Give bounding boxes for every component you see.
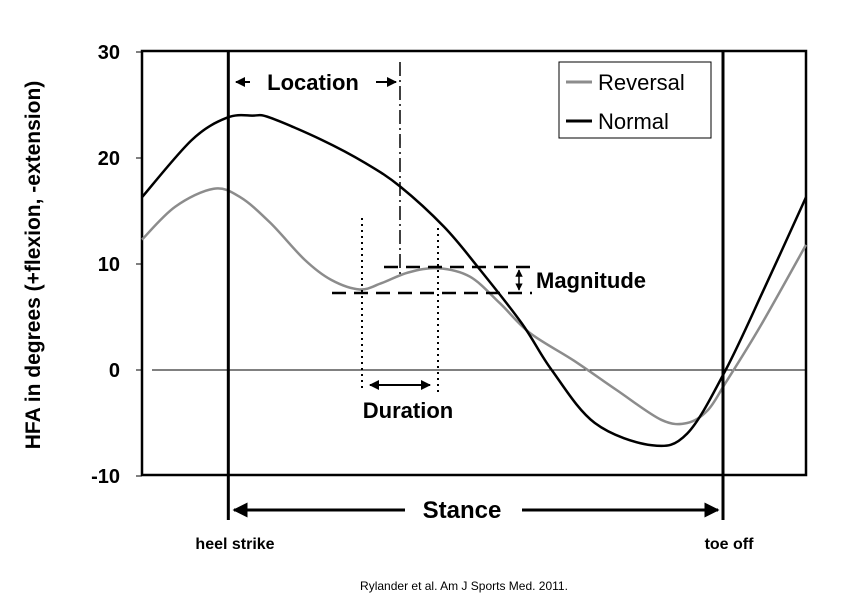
series-line-normal — [141, 113, 808, 448]
plot-area — [140, 49, 808, 477]
duration-label: Duration — [363, 398, 453, 423]
y-tick-label: 30 — [98, 42, 120, 64]
legend-reversal-label: Reversal — [598, 70, 685, 95]
location-label: Location — [267, 70, 359, 95]
y-tick-label: -10 — [91, 466, 120, 488]
legend: Reversal Normal — [558, 61, 712, 139]
y-tick-label: 0 — [109, 360, 120, 382]
citation: Rylander et al. Am J Sports Med. 2011. — [360, 579, 568, 593]
stance-label: Stance — [423, 497, 502, 524]
legend-normal-label: Normal — [598, 109, 669, 134]
series-line-reversal — [141, 187, 808, 426]
y-tick-label: 20 — [98, 148, 120, 170]
y-axis-label: HFA in degrees (+flexion, -extension) — [22, 81, 45, 450]
magnitude-label: Magnitude — [536, 268, 646, 293]
y-tick-label: 10 — [98, 254, 120, 276]
toe-off-label: toe off — [705, 536, 755, 553]
heel-strike-label: heel strike — [195, 536, 274, 553]
